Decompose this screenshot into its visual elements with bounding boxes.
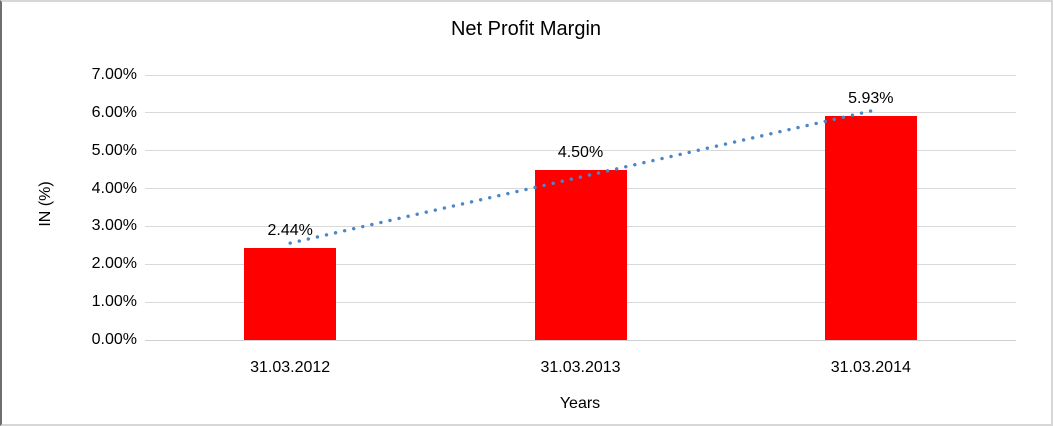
y-tick-label: 7.00% <box>91 66 137 83</box>
y-tick-label: 5.00% <box>91 141 137 159</box>
x-tick-label: 31.03.2012 <box>250 359 331 376</box>
y-tick-label: 0.00% <box>91 331 137 348</box>
x-tick-label: 31.03.2014 <box>830 359 911 376</box>
x-tick-label: 31.03.2013 <box>540 359 621 376</box>
chart-title: Net Profit Margin <box>450 18 602 40</box>
plot-area: 2.44% 4.50% 5.93% <box>145 74 1016 341</box>
bar <box>534 169 627 340</box>
y-axis-title: IN (%) <box>37 181 54 227</box>
y-tick-label: 1.00% <box>91 293 137 311</box>
data-label: 5.93% <box>848 89 894 107</box>
gridline <box>145 150 1016 152</box>
y-tick-label: 6.00% <box>91 103 137 121</box>
y-tick-label: 4.00% <box>91 179 137 197</box>
bar <box>824 115 917 340</box>
gridline <box>145 112 1016 114</box>
bar <box>244 247 337 340</box>
y-tick-label: 3.00% <box>91 217 137 235</box>
trendline <box>288 109 873 245</box>
gridline <box>145 74 1016 76</box>
y-tick-label: 2.00% <box>91 255 137 273</box>
x-axis-title: Years <box>559 395 601 412</box>
data-label: 2.44% <box>267 221 313 239</box>
data-label: 4.50% <box>557 143 604 161</box>
x-axis-line <box>145 339 1016 341</box>
